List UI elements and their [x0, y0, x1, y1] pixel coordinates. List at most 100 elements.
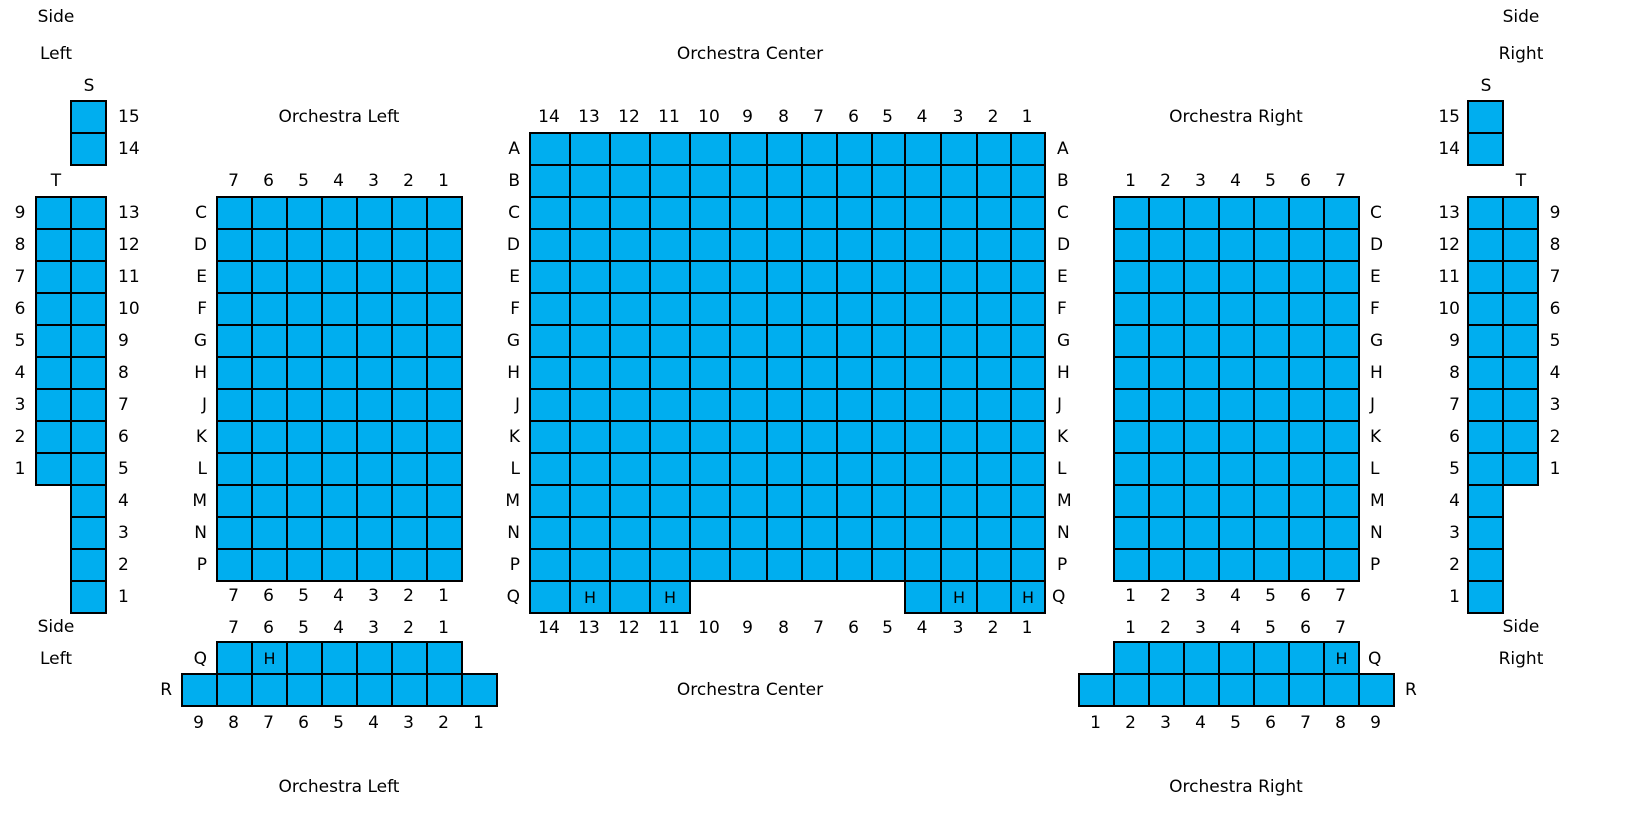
- seat-side-left-outer-9[interactable]: [35, 196, 72, 230]
- seat-center-M-12[interactable]: [609, 484, 651, 518]
- seat-side-left-T-13[interactable]: [70, 196, 107, 230]
- seat-center-N-11[interactable]: [649, 516, 691, 550]
- seat-right-K-6[interactable]: [1288, 420, 1325, 454]
- seat-center-K-5[interactable]: [871, 420, 906, 454]
- seat-center-B-1[interactable]: [1010, 164, 1046, 198]
- seat-center-N-8[interactable]: [766, 516, 803, 550]
- seat-left-P-3[interactable]: [356, 548, 393, 582]
- seat-right-C-7[interactable]: [1323, 196, 1360, 230]
- seat-center-J-4[interactable]: [904, 388, 942, 422]
- seat-center-D-9[interactable]: [729, 228, 768, 262]
- seat-center-H-12[interactable]: [609, 356, 651, 390]
- seat-right-J-3[interactable]: [1183, 388, 1220, 422]
- seat-center-A-11[interactable]: [649, 132, 691, 166]
- seat-center-K-9[interactable]: [729, 420, 768, 454]
- seat-center-M-3[interactable]: [940, 484, 978, 518]
- seat-center-H-8[interactable]: [766, 356, 803, 390]
- seat-right-Q-2[interactable]: [1148, 641, 1185, 675]
- seat-center-L-2[interactable]: [976, 452, 1012, 486]
- seat-left-D-7[interactable]: [216, 228, 253, 262]
- seat-center-P-10[interactable]: [689, 548, 731, 582]
- seat-center-K-6[interactable]: [836, 420, 873, 454]
- seat-left-C-5[interactable]: [286, 196, 323, 230]
- seat-right-R-1[interactable]: [1078, 673, 1115, 707]
- seat-side-right-T-4[interactable]: [1467, 484, 1504, 518]
- seat-right-K-2[interactable]: [1148, 420, 1185, 454]
- seat-left-P-2[interactable]: [391, 548, 428, 582]
- seat-center-E-2[interactable]: [976, 260, 1012, 294]
- seat-left-E-3[interactable]: [356, 260, 393, 294]
- seat-side-right-S-14[interactable]: [1467, 132, 1504, 166]
- seat-center-L-13[interactable]: [569, 452, 611, 486]
- seat-left-F-3[interactable]: [356, 292, 393, 326]
- seat-center-N-6[interactable]: [836, 516, 873, 550]
- seat-center-J-7[interactable]: [801, 388, 838, 422]
- seat-center-N-12[interactable]: [609, 516, 651, 550]
- seat-left-J-5[interactable]: [286, 388, 323, 422]
- seat-left-P-1[interactable]: [426, 548, 463, 582]
- seat-right-M-6[interactable]: [1288, 484, 1325, 518]
- seat-right-F-1[interactable]: [1113, 292, 1150, 326]
- seat-right-L-6[interactable]: [1288, 452, 1325, 486]
- seat-center-N-1[interactable]: [1010, 516, 1046, 550]
- seat-center-P-3[interactable]: [940, 548, 978, 582]
- seat-center-M-5[interactable]: [871, 484, 906, 518]
- seat-right-C-5[interactable]: [1253, 196, 1290, 230]
- seat-right-C-2[interactable]: [1148, 196, 1185, 230]
- seat-side-left-T-2[interactable]: [70, 548, 107, 582]
- seat-left-K-3[interactable]: [356, 420, 393, 454]
- seat-right-E-4[interactable]: [1218, 260, 1255, 294]
- seat-left-G-6[interactable]: [251, 324, 288, 358]
- seat-right-L-5[interactable]: [1253, 452, 1290, 486]
- seat-left-E-2[interactable]: [391, 260, 428, 294]
- seat-center-P-9[interactable]: [729, 548, 768, 582]
- seat-center-M-4[interactable]: [904, 484, 942, 518]
- seat-side-right-outer-2[interactable]: [1502, 420, 1539, 454]
- seat-right-D-3[interactable]: [1183, 228, 1220, 262]
- seat-center-G-7[interactable]: [801, 324, 838, 358]
- seat-center-K-2[interactable]: [976, 420, 1012, 454]
- seat-center-M-9[interactable]: [729, 484, 768, 518]
- seat-left-M-6[interactable]: [251, 484, 288, 518]
- seat-center-N-9[interactable]: [729, 516, 768, 550]
- seat-right-R-3[interactable]: [1148, 673, 1185, 707]
- seat-center-C-6[interactable]: [836, 196, 873, 230]
- seat-center-H-1[interactable]: [1010, 356, 1046, 390]
- seat-center-A-3[interactable]: [940, 132, 978, 166]
- seat-left-H-3[interactable]: [356, 356, 393, 390]
- seat-center-C-7[interactable]: [801, 196, 838, 230]
- seat-right-D-5[interactable]: [1253, 228, 1290, 262]
- seat-side-left-T-5[interactable]: [70, 452, 107, 486]
- seat-center-N-3[interactable]: [940, 516, 978, 550]
- seat-side-left-outer-7[interactable]: [35, 260, 72, 294]
- seat-side-right-T-8[interactable]: [1467, 356, 1504, 390]
- seat-center-M-2[interactable]: [976, 484, 1012, 518]
- seat-right-C-6[interactable]: [1288, 196, 1325, 230]
- seat-left-F-2[interactable]: [391, 292, 428, 326]
- seat-right-H-7[interactable]: [1323, 356, 1360, 390]
- seat-center-P-8[interactable]: [766, 548, 803, 582]
- seat-center-P-1[interactable]: [1010, 548, 1046, 582]
- seat-center-B-5[interactable]: [871, 164, 906, 198]
- seat-left-N-4[interactable]: [321, 516, 358, 550]
- seat-center-J-3[interactable]: [940, 388, 978, 422]
- seat-side-right-outer-6[interactable]: [1502, 292, 1539, 326]
- seat-center-K-12[interactable]: [609, 420, 651, 454]
- seat-side-left-T-3[interactable]: [70, 516, 107, 550]
- seat-center-D-12[interactable]: [609, 228, 651, 262]
- seat-right-G-2[interactable]: [1148, 324, 1185, 358]
- seat-center-H-9[interactable]: [729, 356, 768, 390]
- seat-center-P-6[interactable]: [836, 548, 873, 582]
- seat-right-J-7[interactable]: [1323, 388, 1360, 422]
- seat-center-M-8[interactable]: [766, 484, 803, 518]
- seat-center-Q-13[interactable]: H: [569, 580, 611, 614]
- seat-left-H-7[interactable]: [216, 356, 253, 390]
- seat-side-left-outer-5[interactable]: [35, 324, 72, 358]
- seat-left-C-3[interactable]: [356, 196, 393, 230]
- seat-side-right-T-3[interactable]: [1467, 516, 1504, 550]
- seat-center-J-9[interactable]: [729, 388, 768, 422]
- seat-right-G-3[interactable]: [1183, 324, 1220, 358]
- seat-right-L-3[interactable]: [1183, 452, 1220, 486]
- seat-side-right-outer-1[interactable]: [1502, 452, 1539, 486]
- seat-left-N-2[interactable]: [391, 516, 428, 550]
